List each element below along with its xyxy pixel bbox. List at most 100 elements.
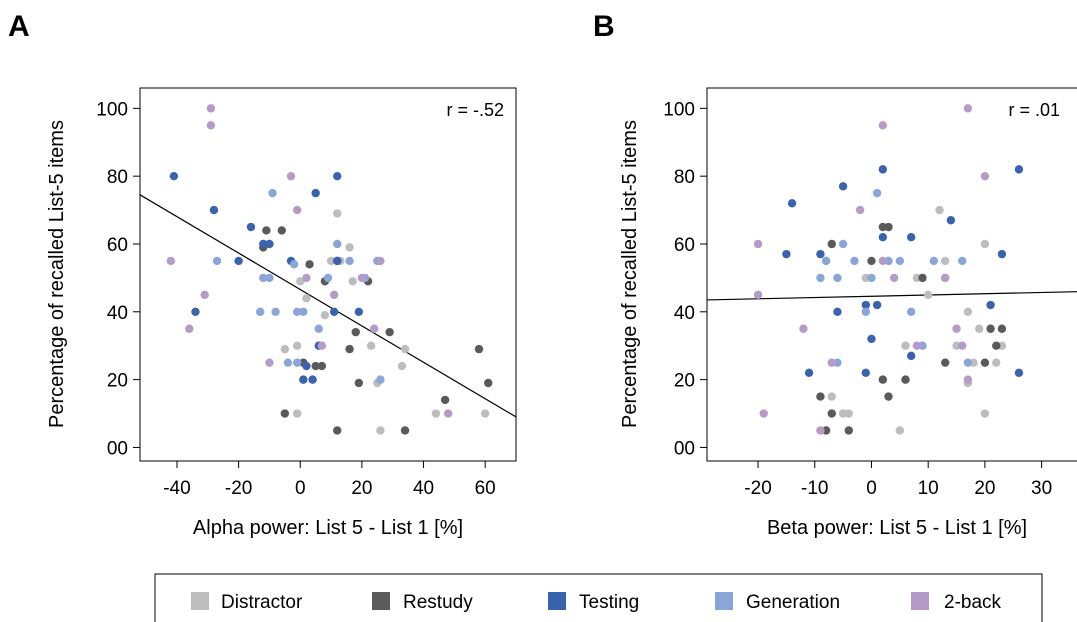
panel-b-point-generation [867, 273, 876, 283]
panel-a-point-testing [354, 307, 364, 316]
panel-b-y-ticks: 00 20 40 60 80 100 [663, 99, 707, 459]
panel-a-point-generation [283, 358, 293, 367]
panel-b-point-distractor [935, 205, 944, 215]
panel-b-point-2-back [827, 358, 836, 367]
panel-b-point-generation [833, 273, 842, 283]
panel-a-point-distractor [333, 209, 342, 218]
panel-a-point-generation [299, 307, 308, 316]
panel-b-point-2-back [963, 375, 973, 384]
legend-label-generation: Generation [746, 592, 840, 613]
panel-a-point-restudy [277, 226, 286, 235]
panel-a-point-restudy [345, 344, 354, 354]
panel-b-x-tick-label: 20 [974, 478, 995, 499]
panel-a-point-2-back [200, 290, 209, 300]
panel-b-point-restudy [901, 375, 910, 384]
panel-a-point-distractor [320, 310, 330, 320]
panel-b-point-2-back [753, 239, 763, 249]
panel-b-point-restudy [941, 358, 950, 367]
panel-a-regression-line [139, 194, 517, 418]
panel-a-x-tick-label: -40 [163, 478, 190, 499]
panel-a-x-tick-label: 60 [475, 478, 496, 499]
legend-item-testing: Testing [548, 592, 639, 613]
panel-b-point-2-back [912, 341, 922, 350]
panel-b-x-axis-label: Beta power: List 5 - List 1 [%] [767, 517, 1027, 539]
panel-a-point-2-back [376, 256, 385, 266]
panel-b-point-restudy [884, 392, 893, 401]
panel-a-point-generation [289, 260, 299, 269]
panel-a-point-restudy [484, 378, 493, 388]
panel-a-point-restudy [262, 226, 271, 235]
panel-b-point-testing [878, 233, 888, 242]
legend-swatch-testing [548, 592, 566, 610]
panel-a-x-tick-label: 0 [295, 478, 306, 499]
legend-swatch-restudy [372, 592, 390, 610]
panel-b-point-testing [878, 165, 888, 174]
legend-frame [154, 573, 1043, 622]
panel-a-point-2-back [357, 273, 367, 283]
panel-b-point-2-back [799, 324, 808, 333]
panel-b-x-ticks: -20 -10 0 10 20 30 [744, 461, 1052, 499]
panel-a-point-distractor [345, 243, 354, 252]
panel-a-point-testing [259, 239, 268, 249]
panel-b-r-annotation: r = .01 [1008, 100, 1060, 120]
panel-b-point-distractor [980, 409, 990, 418]
panel-a-point-2-back [206, 121, 216, 130]
panel-a-point-testing [191, 307, 200, 316]
panel-b-point-distractor [975, 324, 984, 333]
panel-a-point-testing [299, 375, 308, 384]
panel-b-point-2-back [941, 273, 950, 283]
panel-b-point-generation [906, 307, 916, 316]
panel-a-x-ticks: -40 -20 0 20 40 60 [163, 461, 496, 499]
panel-b-y-tick-label: 80 [674, 167, 695, 188]
panel-a-y-ticks: 00 20 40 60 80 100 [96, 99, 140, 459]
panel-b-y-tick-label: 40 [674, 303, 695, 324]
panel-a-y-tick-label: 20 [107, 371, 128, 392]
panel-b-regression-line-group [706, 291, 1077, 301]
panel-b-point-generation [850, 256, 859, 266]
panel-b-point-distractor [901, 341, 910, 350]
panel-a-x-tick-label: -20 [225, 478, 252, 499]
panel-a-point-restudy [474, 344, 484, 354]
panel-a-point-testing [265, 239, 274, 249]
panel-a-point-2-back [370, 324, 379, 333]
panel-b-point-restudy [918, 273, 927, 283]
panel-b-point-2-back [816, 426, 825, 435]
panel-b-point-restudy [816, 392, 825, 401]
legend-swatch-distractor [191, 592, 209, 610]
panel-a-points [166, 104, 493, 435]
panel-a-point-2-back [292, 205, 302, 215]
panel-b-y-tick-label: 20 [674, 371, 695, 392]
panel-a-point-generation [323, 273, 333, 283]
panel-b-point-restudy [997, 324, 1007, 333]
panel-a-point-restudy [311, 361, 320, 371]
panel-a-point-testing [169, 171, 179, 181]
panel-a-point-distractor [376, 426, 385, 435]
panel-a-point-testing [308, 375, 317, 384]
legend-label-distractor: Distractor [221, 592, 303, 613]
panel-a-point-generation [376, 375, 385, 384]
panel-a-point-distractor [292, 409, 302, 418]
panel-b-x-tick-label: 0 [866, 478, 877, 499]
panel-b-point-restudy [980, 358, 990, 367]
panel-a-point-restudy [385, 327, 394, 337]
panel-a-point-generation [212, 256, 222, 266]
panel-b-point-distractor [941, 256, 950, 266]
panel-a-point-testing [333, 171, 342, 181]
legend-swatch-2-back [911, 592, 929, 610]
panel-a-y-tick-label: 80 [107, 167, 128, 188]
panel-a-point-distractor [280, 344, 290, 354]
panel-b-point-testing [997, 249, 1007, 259]
panel-a-y-tick-label: 60 [107, 235, 128, 256]
panel-b-point-generation [929, 256, 939, 266]
panel-b-point-generation [821, 256, 831, 266]
panel-b-point-generation [838, 239, 848, 249]
legend-item-distractor: Distractor [191, 592, 303, 613]
panel-a-point-distractor [480, 409, 490, 418]
panel-b-y-tick-label: 60 [674, 235, 695, 256]
panel-a-point-testing [234, 256, 243, 266]
panel-a-point-restudy [280, 409, 290, 418]
panel-a-letter: A [8, 10, 30, 43]
panel-a-point-2-back [443, 409, 453, 418]
panel-b: B -20 -10 0 10 20 30 00 20 40 60 80 100 r = .01 Be… [593, 10, 1077, 539]
panel-a-point-restudy [354, 378, 364, 388]
